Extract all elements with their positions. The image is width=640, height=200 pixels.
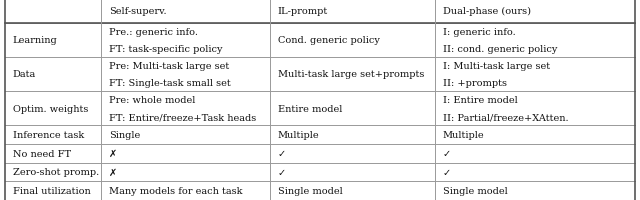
Text: ✗: ✗ — [109, 148, 117, 158]
Text: ✓: ✓ — [278, 167, 286, 177]
Text: Data: Data — [13, 70, 36, 79]
Text: II: cond. generic policy: II: cond. generic policy — [443, 45, 557, 54]
Text: Learning: Learning — [13, 36, 58, 45]
Text: Multi-task large set+prompts: Multi-task large set+prompts — [278, 70, 424, 79]
Text: Dual-phase (ours): Dual-phase (ours) — [443, 7, 531, 16]
Text: Entire model: Entire model — [278, 104, 342, 113]
Text: Pre.: generic info.: Pre.: generic info. — [109, 27, 198, 36]
Text: I: Multi-task large set: I: Multi-task large set — [443, 61, 550, 70]
Text: I: Entire model: I: Entire model — [443, 95, 518, 104]
Text: Zero-shot promp.: Zero-shot promp. — [13, 168, 99, 177]
Text: Single model: Single model — [278, 186, 342, 195]
Text: Cond. generic policy: Cond. generic policy — [278, 36, 380, 45]
Text: Multiple: Multiple — [443, 130, 484, 139]
Text: II: +prompts: II: +prompts — [443, 79, 507, 88]
Text: ✓: ✓ — [443, 167, 451, 177]
Text: IL-prompt: IL-prompt — [278, 7, 328, 16]
Text: ✓: ✓ — [443, 148, 451, 158]
Text: No need FT: No need FT — [13, 149, 71, 158]
Text: Pre: whole model: Pre: whole model — [109, 95, 195, 104]
Text: I: generic info.: I: generic info. — [443, 27, 516, 36]
Text: FT: task-specific policy: FT: task-specific policy — [109, 45, 222, 54]
Text: FT: Entire/freeze+Task heads: FT: Entire/freeze+Task heads — [109, 113, 256, 122]
Text: Many models for each task: Many models for each task — [109, 186, 243, 195]
Text: Final utilization: Final utilization — [13, 186, 90, 195]
Text: Optim. weights: Optim. weights — [13, 104, 88, 113]
Text: II: Partial/freeze+XAtten.: II: Partial/freeze+XAtten. — [443, 113, 568, 122]
Text: Multiple: Multiple — [278, 130, 319, 139]
Text: Inference task: Inference task — [13, 130, 84, 139]
Text: FT: Single-task small set: FT: Single-task small set — [109, 79, 230, 88]
Text: Pre: Multi-task large set: Pre: Multi-task large set — [109, 61, 229, 70]
Text: Self-superv.: Self-superv. — [109, 7, 166, 16]
Text: ✗: ✗ — [109, 167, 117, 177]
Text: ✓: ✓ — [278, 148, 286, 158]
Text: Single: Single — [109, 130, 140, 139]
Text: Single model: Single model — [443, 186, 508, 195]
